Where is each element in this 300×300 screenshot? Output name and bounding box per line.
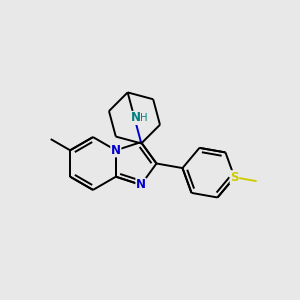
Text: N: N <box>136 178 146 191</box>
Text: H: H <box>140 113 148 123</box>
Text: S: S <box>230 171 239 184</box>
Text: N: N <box>111 144 121 157</box>
Text: N: N <box>131 111 141 124</box>
